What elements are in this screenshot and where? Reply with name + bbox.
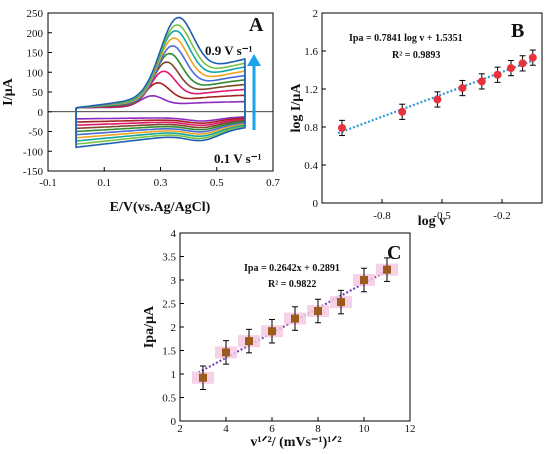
panel-b-y-tick-label: 2 bbox=[313, 8, 319, 20]
panel-c-y-tick-label: 0 bbox=[171, 416, 177, 428]
panel-a-y-tick-label: -100 bbox=[23, 146, 44, 158]
panel-b-y-tick-label: 0.8 bbox=[304, 122, 318, 134]
panel-a-y-tick-label: -150 bbox=[23, 166, 44, 178]
panel-a-y-axis-label: I/µA bbox=[1, 77, 16, 105]
panel-c-y-tick-label: 1.5 bbox=[162, 346, 176, 358]
panel-b-frame bbox=[321, 12, 543, 204]
panel-a-cv-chart: -150 -100 -50 0 50 100 150 200 250 -0.1 0.1 0.3 0.5… bbox=[1, 8, 280, 215]
panel-a-y-tick-label: 100 bbox=[27, 67, 44, 79]
panel-c-y-tick-label: 2.5 bbox=[162, 299, 176, 311]
panel-a-x-tick-label: 0.3 bbox=[154, 177, 168, 189]
panel-c-y-tick-label: 3 bbox=[171, 275, 177, 287]
panel-b-r2: R² = 0.9893 bbox=[392, 50, 440, 61]
data-point bbox=[518, 59, 527, 68]
cv-curve-10 bbox=[75, 16, 246, 149]
panel-b-y-tick-label: 0 bbox=[313, 198, 319, 210]
panel-a-x-tick-label: -0.1 bbox=[39, 177, 56, 189]
panel-b-fit-line bbox=[337, 58, 538, 135]
panel-c-x-tick-label: 12 bbox=[405, 423, 416, 435]
panel-a-x-tick-label: 0.5 bbox=[210, 177, 224, 189]
panel-c-letter: C bbox=[387, 242, 401, 264]
panel-a-x-tick-labels: -0.1 0.1 0.3 0.5 0.7 bbox=[39, 167, 280, 189]
data-point bbox=[398, 107, 407, 116]
panel-b-data-points bbox=[338, 49, 537, 137]
data-point bbox=[383, 265, 391, 274]
panel-c-y-tick-label: 3.5 bbox=[162, 252, 176, 264]
panel-a-letter: A bbox=[249, 14, 264, 36]
panel-b-y-tick-label: 1.6 bbox=[304, 46, 318, 58]
panel-a-x-tick-label: 0.7 bbox=[266, 177, 280, 189]
panel-a-y-tick-label: 0 bbox=[38, 107, 44, 119]
data-point bbox=[493, 70, 502, 79]
panel-b-x-tick-label: -0.2 bbox=[493, 210, 510, 222]
data-point bbox=[338, 123, 346, 132]
panel-a-y-tick-label: 200 bbox=[27, 28, 44, 40]
panel-c-x-tick-label: 8 bbox=[315, 423, 321, 435]
panel-a-y-tick-label: 50 bbox=[32, 87, 44, 99]
panel-b-x-tick-labels: -0.8 -0.5 -0.2 bbox=[373, 199, 511, 222]
panel-c-x-tick-label: 4 bbox=[223, 423, 229, 435]
panel-c-r2: R² = 0.9822 bbox=[268, 279, 316, 290]
panel-b-trendline bbox=[337, 58, 538, 135]
panel-c-equation: Ipa = 0.2642x + 0.2891 bbox=[244, 263, 340, 274]
panel-b-y-tick-label: 0.4 bbox=[304, 160, 318, 172]
panel-c-y-tick-labels: 0 0.5 1 1.5 2 2.5 3 3.5 4 bbox=[162, 228, 184, 428]
panel-b-equation: Ipa = 0.7841 log v + 1.5351 bbox=[349, 33, 463, 44]
data-point bbox=[199, 373, 207, 382]
panel-c-x-tick-labels: 2 4 6 8 10 12 bbox=[177, 417, 416, 435]
panel-b-letter: B bbox=[511, 20, 524, 42]
panel-c-linear-plot: 0 0.5 1 1.5 2 2.5 3 3.5 4 2 4 6 8 10 12 Ipa = 0.2642x… bbox=[142, 228, 416, 450]
panel-c-data-points bbox=[192, 257, 398, 391]
panel-a-y-tick-label: 150 bbox=[27, 48, 44, 60]
data-point bbox=[291, 314, 299, 323]
panel-b-x-tick-label: -0.8 bbox=[373, 210, 391, 222]
panel-b-y-tick-labels: 0 0.4 0.8 1.2 1.6 2 bbox=[304, 8, 326, 210]
data-point bbox=[458, 84, 467, 93]
panel-b-y-tick-label: 1.2 bbox=[304, 84, 318, 96]
panel-c-y-axis-label: Ipa/µA bbox=[142, 305, 157, 348]
panel-c-x-tick-label: 2 bbox=[177, 423, 183, 435]
panel-a-voltammograms bbox=[48, 16, 273, 149]
panel-c-y-tick-label: 1 bbox=[171, 369, 177, 381]
data-point bbox=[477, 77, 486, 86]
panel-a-y-tick-labels: -150 -100 -50 0 50 100 150 200 250 bbox=[23, 8, 52, 178]
annotation-bottom-scan-rate: 0.1 V s⁻¹ bbox=[214, 151, 262, 166]
panel-a-y-tick-label: 250 bbox=[27, 8, 44, 20]
scan-rate-arrow-head bbox=[247, 54, 261, 66]
panel-b-log-plot: 0 0.4 0.8 1.2 1.6 2 -0.8 -0.5 -0.2 Ipa = 0.7841… bbox=[289, 8, 543, 229]
cv-curve-1 bbox=[75, 94, 246, 122]
panel-b-x-tick-label: -0.5 bbox=[433, 210, 451, 222]
panel-c-x-tick-label: 10 bbox=[359, 423, 371, 435]
panel-c-y-tick-label: 0.5 bbox=[162, 393, 176, 405]
data-point bbox=[268, 327, 276, 336]
panel-b-x-axis-label: log v bbox=[418, 214, 446, 229]
panel-c-x-tick-label: 6 bbox=[269, 423, 275, 435]
annotation-top-scan-rate: 0.9 V s⁻¹ bbox=[205, 43, 253, 58]
panel-c-x-axis-label: v¹ᐟ²/ (mVs⁻¹)¹ᐟ² bbox=[250, 435, 341, 450]
panel-a-x-axis-label: E/V(vs.Ag/AgCl) bbox=[110, 200, 211, 215]
data-point bbox=[507, 64, 515, 73]
data-point bbox=[360, 276, 368, 284]
panel-a-x-tick-label: 0.1 bbox=[97, 177, 111, 189]
panel-c-y-tick-label: 2 bbox=[171, 322, 177, 334]
data-point bbox=[245, 337, 253, 346]
data-point bbox=[528, 53, 537, 62]
data-point bbox=[433, 95, 442, 104]
panel-b-y-axis-label: log I/µA bbox=[289, 83, 304, 133]
data-point bbox=[337, 298, 345, 307]
panel-c-y-tick-label: 4 bbox=[171, 228, 177, 240]
data-point bbox=[222, 348, 230, 357]
panel-a-y-tick-label: -50 bbox=[28, 127, 43, 139]
data-point bbox=[314, 307, 322, 316]
